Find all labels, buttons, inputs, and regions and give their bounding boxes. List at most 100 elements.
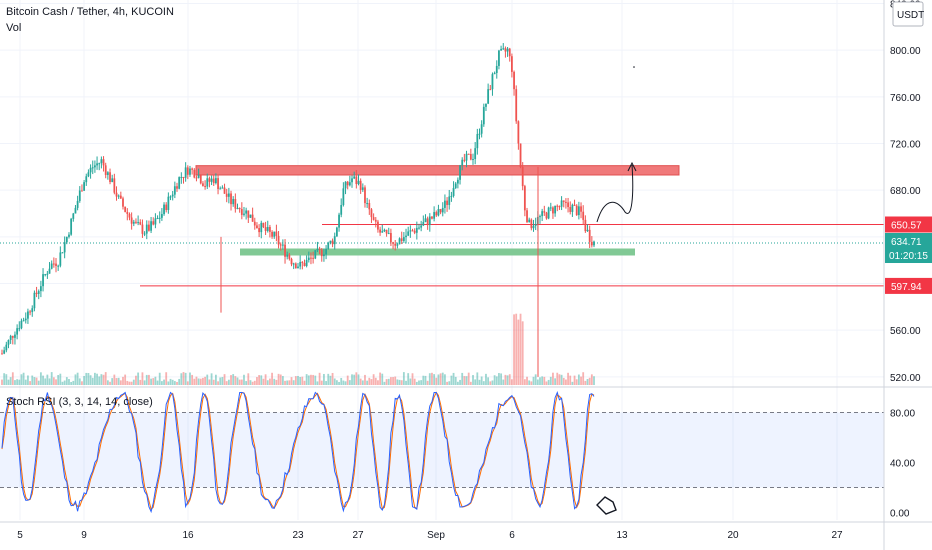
volume-bar (433, 374, 436, 385)
volume-bar (258, 375, 261, 385)
volume-bar (489, 381, 492, 385)
volume-bar (221, 377, 224, 385)
candle-body (569, 207, 572, 212)
volume-bar (55, 379, 57, 385)
volume-bar (227, 379, 230, 385)
candle-body (426, 218, 429, 226)
volume-bar (238, 379, 241, 385)
candle-body (366, 203, 369, 205)
candle-body (452, 187, 455, 196)
candle-body (191, 168, 194, 170)
rsi-tick-label: 40.00 (890, 459, 915, 470)
volume-bar (418, 380, 420, 385)
volume-bar (70, 381, 73, 385)
volume-bar (539, 377, 541, 385)
candle-body (286, 254, 289, 257)
volume-bar (124, 374, 127, 385)
candle-body (206, 178, 209, 187)
candle-body (359, 180, 362, 190)
candle-body (361, 187, 364, 190)
candle-body (290, 258, 293, 265)
candle-body (284, 244, 286, 257)
volume-bar (303, 380, 306, 385)
candle-body (528, 219, 531, 223)
candle-body (219, 188, 222, 190)
volume-bar (286, 380, 289, 385)
candle-body (310, 257, 312, 259)
volume-bar (318, 372, 321, 385)
volume-bar (582, 372, 585, 385)
candle-body (195, 177, 198, 179)
candle-body (236, 208, 239, 210)
volume-bar (370, 379, 373, 385)
volume-bar (29, 381, 31, 385)
volume-bar (450, 375, 453, 385)
volume-bar (195, 376, 198, 385)
candle-body (96, 163, 98, 166)
candle-body (132, 221, 135, 224)
candle-body (145, 224, 148, 234)
volume-bar (394, 376, 397, 385)
candle-body (463, 159, 466, 161)
candle-body (124, 206, 127, 212)
candle-body (329, 240, 332, 243)
volume-bar (16, 379, 19, 385)
candle-body (331, 240, 334, 245)
volume-bar (171, 379, 174, 385)
candle-body (39, 286, 42, 292)
volume-bar (102, 374, 105, 385)
candle-body (405, 235, 407, 238)
volume-bar (48, 378, 51, 385)
candle-body (385, 229, 388, 234)
candle-body (590, 241, 593, 246)
time-tick-label: 16 (182, 530, 194, 541)
candle-body (560, 200, 563, 207)
volume-bar (301, 376, 304, 385)
candle-body (400, 238, 403, 241)
candle-body (27, 311, 29, 319)
resistance-zone (195, 165, 680, 176)
candle-body (448, 196, 451, 205)
volume-bar (143, 380, 146, 385)
candle-body (42, 274, 44, 287)
candle-body (327, 242, 330, 249)
candle-body (390, 233, 392, 243)
volume-bar (85, 372, 88, 385)
volume-bar (236, 377, 239, 385)
volume-bar (284, 380, 286, 385)
candle-body (182, 176, 185, 178)
candle-body (521, 167, 524, 187)
candle-body (68, 234, 70, 237)
candle-body (508, 48, 511, 57)
candle-body (122, 198, 124, 207)
volume-bar (545, 381, 548, 385)
volume-bar (117, 377, 120, 385)
candle-body (240, 209, 243, 215)
candle-body (78, 190, 81, 201)
volume-bar (37, 380, 40, 385)
candle-body (100, 159, 103, 164)
candle-body (303, 262, 306, 267)
volume-bar (547, 379, 550, 385)
candle-body (545, 212, 548, 219)
candle-body (52, 263, 55, 265)
volume-bar (139, 379, 142, 385)
last-price-badge-bg (885, 233, 932, 264)
candle-body (413, 230, 416, 233)
volume-bar (335, 380, 338, 385)
candle-body (297, 266, 299, 269)
candle-body (197, 175, 200, 178)
volume-bar (98, 376, 101, 385)
volume-bar (567, 372, 569, 385)
volume-bar (165, 372, 168, 385)
candle-body (338, 214, 340, 228)
candle-body (128, 214, 131, 218)
candle-body (547, 207, 550, 219)
candle-body (301, 262, 304, 264)
volume-bar (480, 376, 483, 385)
volume-bar (100, 374, 103, 385)
candle-body (368, 203, 371, 210)
volume-bar (310, 374, 312, 385)
candle-body (176, 186, 178, 189)
